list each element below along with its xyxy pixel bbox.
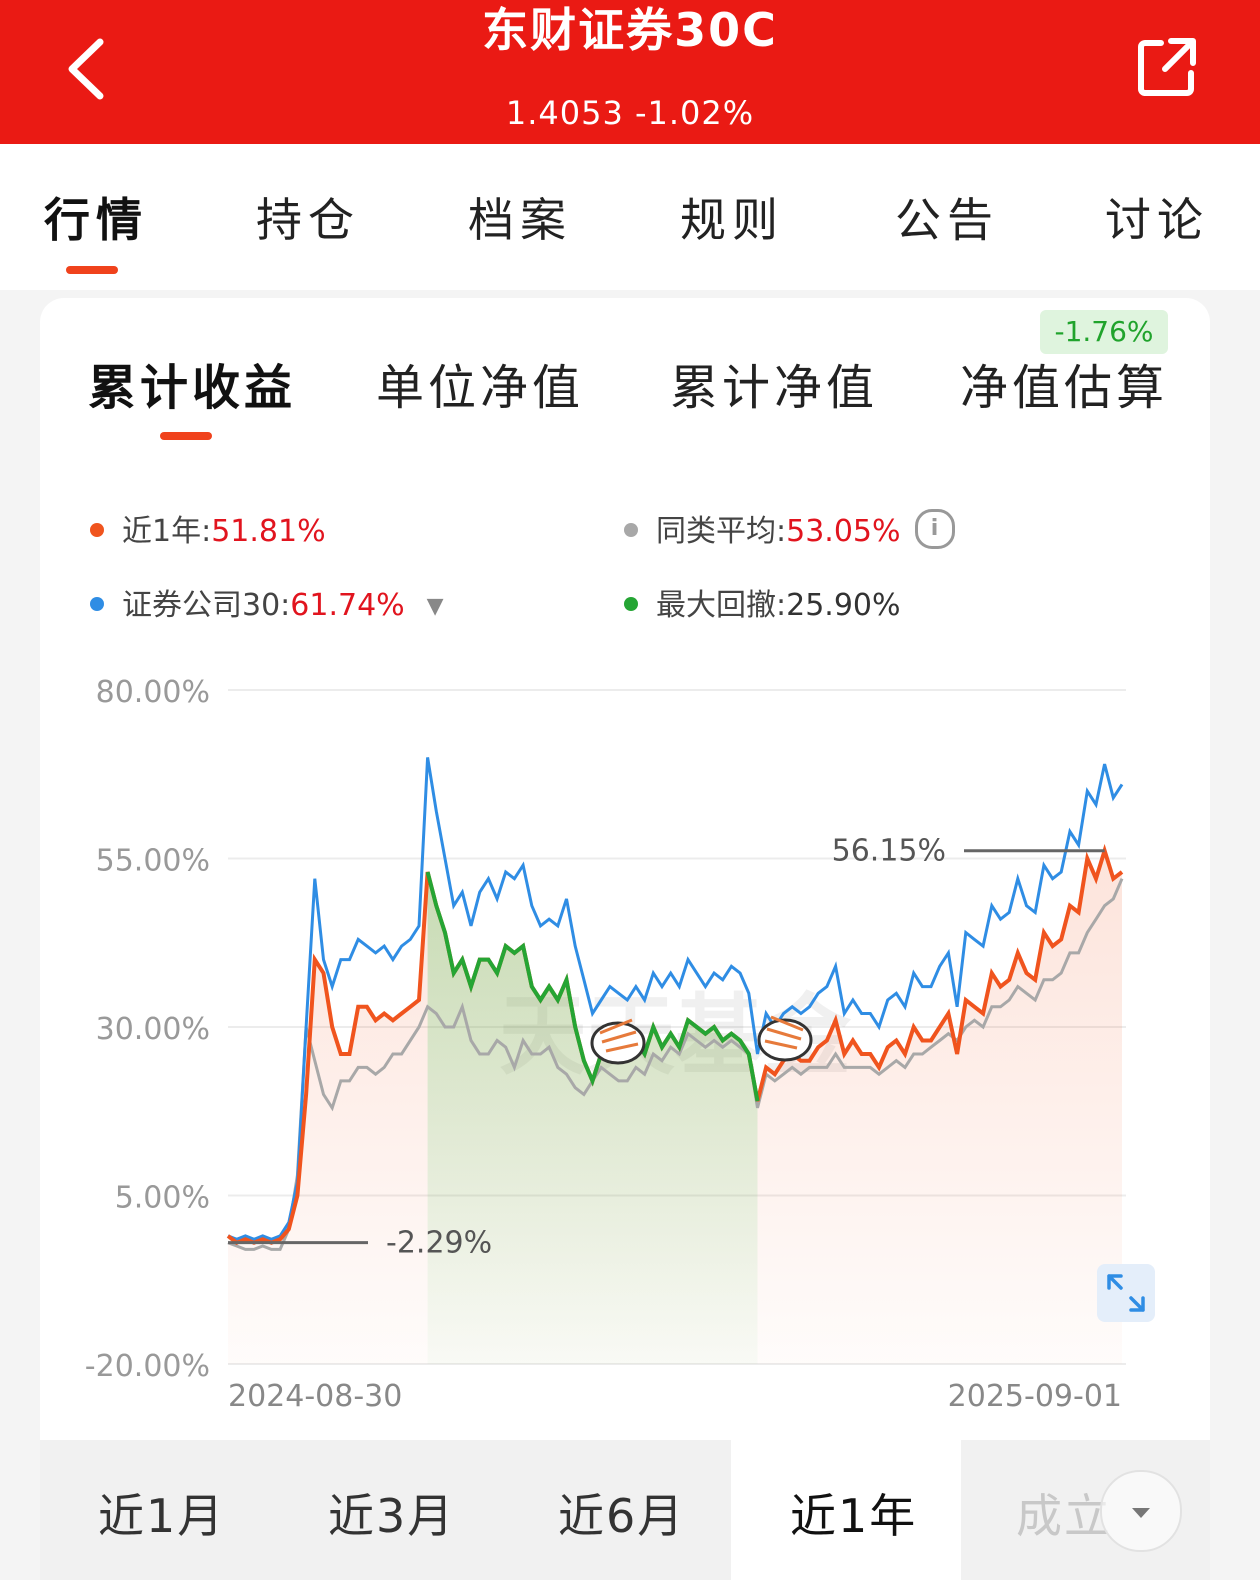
tab-profile[interactable]: 档案 xyxy=(468,193,572,247)
legend-index-value: 61.74% xyxy=(290,588,405,623)
time-range-bar: 近1月 近3月 近6月 近1年 成立 xyxy=(40,1440,1210,1580)
active-subtab-indicator xyxy=(160,432,212,440)
y-tick-label: 5.00% xyxy=(115,1181,210,1216)
chart-card: 累计收益 单位净值 累计净值 净值估算 -1.76% 近1年:51.81% 同类… xyxy=(40,298,1210,1580)
x-axis-end-label: 2025-09-01 xyxy=(948,1379,1122,1414)
active-range-background xyxy=(731,1440,961,1580)
y-tick-label: 55.00% xyxy=(96,844,210,879)
share-external-icon[interactable] xyxy=(1135,35,1199,99)
tab-announcements[interactable]: 公告 xyxy=(895,193,999,247)
legend-drawdown-label: 最大回撤: xyxy=(656,588,787,623)
legend-peer-value: 53.05% xyxy=(786,514,901,549)
max-value-label: 56.15% xyxy=(832,834,946,869)
more-ranges-button[interactable] xyxy=(1100,1470,1182,1552)
y-axis-labels: 80.00% 55.00% 30.00% 5.00% -20.00% xyxy=(85,675,210,1384)
min-value-label: -2.29% xyxy=(386,1226,492,1261)
back-chevron-icon[interactable] xyxy=(60,34,120,104)
dropdown-caret-icon[interactable]: ▼ xyxy=(426,594,444,619)
legend-peer: 同类平均:53.05% i xyxy=(624,506,955,553)
legend-fund-label: 近1年: xyxy=(122,514,212,549)
main-tab-bar: 行情 持仓 档案 规则 公告 讨论 xyxy=(0,144,1260,290)
active-tab-indicator xyxy=(66,266,118,274)
y-tick-label: -20.00% xyxy=(85,1349,210,1384)
legend-fund-value: 51.81% xyxy=(211,514,326,549)
range-1-month[interactable]: 近1月 xyxy=(98,1489,226,1543)
cumulative-return-chart[interactable]: 80.00%55.00%30.00%5.00%-20.00% 天天基金 56.1… xyxy=(40,298,1210,1438)
tab-discussion[interactable]: 讨论 xyxy=(1105,193,1209,247)
legend-fund: 近1年:51.81% xyxy=(90,506,326,550)
legend-drawdown-value: 25.90% xyxy=(786,588,901,623)
app-header: 东财证券30C 1.4053 -1.02% xyxy=(0,0,1260,144)
info-icon[interactable]: i xyxy=(914,508,955,549)
drag-hand-icon[interactable] xyxy=(757,1015,813,1062)
range-3-months[interactable]: 近3月 xyxy=(328,1489,456,1543)
fund-nav-change: 1.4053 -1.02% xyxy=(505,94,755,132)
drawdown-segment-line xyxy=(425,871,760,1102)
subtab-unit-nav[interactable]: 单位净值 xyxy=(376,360,585,416)
x-axis-start-label: 2024-08-30 xyxy=(228,1379,402,1414)
range-since-inception[interactable]: 成立 xyxy=(1016,1489,1112,1543)
subtab-cumulative-return[interactable]: 累计收益 xyxy=(88,360,297,416)
legend-index-label: 证券公司30: xyxy=(122,588,291,623)
peer-average-line xyxy=(227,878,1124,1251)
fund-dot-icon xyxy=(90,522,104,537)
legend-index[interactable]: 证券公司30:61.74% ▼ xyxy=(90,580,444,624)
index-dot-icon xyxy=(90,596,104,611)
range-1-year[interactable]: 近1年 xyxy=(790,1489,918,1543)
drawdown-dot-icon xyxy=(624,596,638,611)
drag-hand-icon[interactable] xyxy=(590,1018,646,1065)
subtab-accumulated-nav[interactable]: 累计净值 xyxy=(670,360,879,416)
tab-market[interactable]: 行情 xyxy=(44,193,148,247)
index-line xyxy=(227,757,1124,1241)
tab-rules[interactable]: 规则 xyxy=(680,193,784,247)
subtab-nav-estimate[interactable]: 净值估算 xyxy=(960,360,1169,416)
chevron-down-icon xyxy=(1132,1508,1150,1518)
drawdown-area-fill xyxy=(427,872,758,1364)
tab-holdings[interactable]: 持仓 xyxy=(256,193,360,247)
legend-peer-label: 同类平均: xyxy=(656,514,787,549)
peer-dot-icon xyxy=(624,522,638,537)
legend-drawdown: 最大回撤:25.90% xyxy=(624,580,901,624)
fullscreen-expand-button[interactable] xyxy=(1097,1264,1155,1322)
range-6-months[interactable]: 近6月 xyxy=(558,1489,686,1543)
fund-title: 东财证券30C xyxy=(482,3,778,57)
y-tick-label: 30.00% xyxy=(96,1012,210,1047)
expand-arrows-icon xyxy=(1107,1274,1145,1312)
y-tick-label: 80.00% xyxy=(96,675,210,710)
estimate-badge: -1.76% xyxy=(1040,310,1168,354)
